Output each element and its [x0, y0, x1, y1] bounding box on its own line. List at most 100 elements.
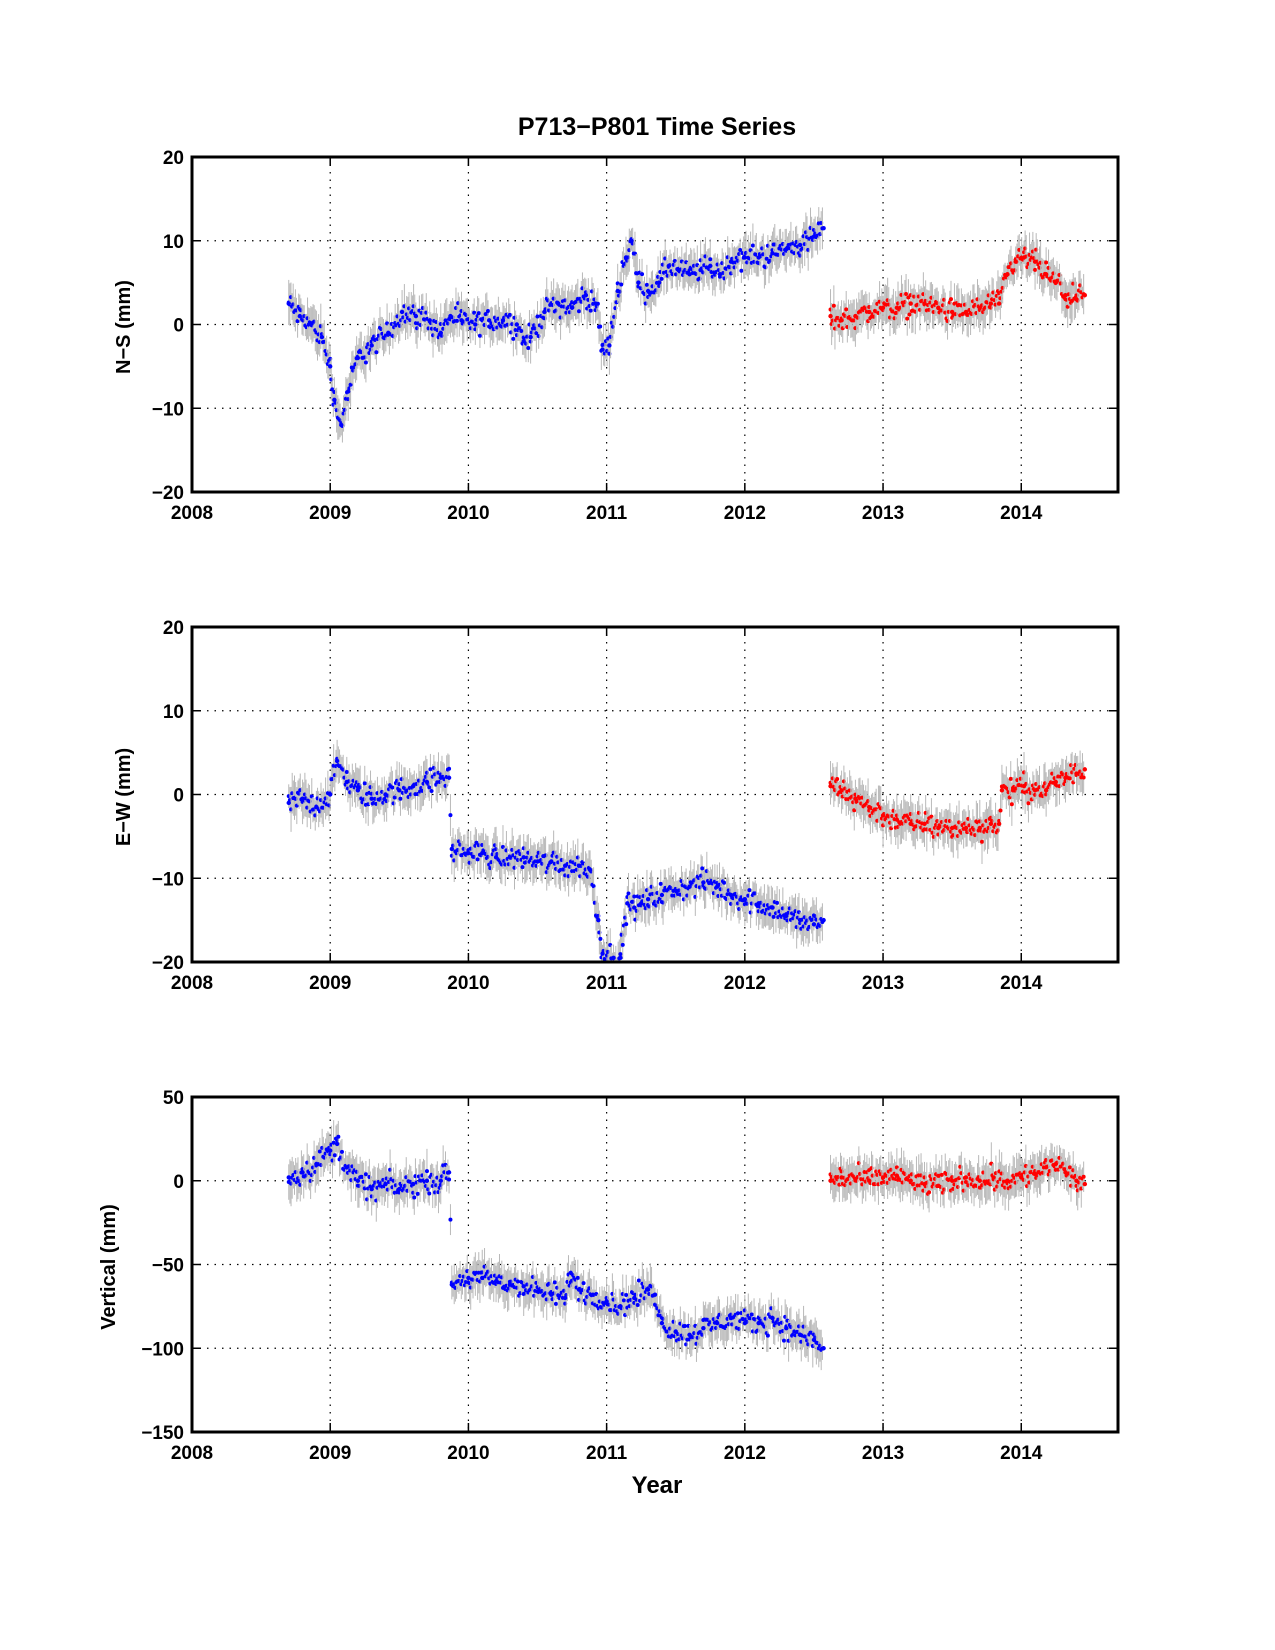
- ns-x-tick-label: 2010: [447, 503, 489, 524]
- ns-data-point: [936, 305, 941, 310]
- ns-data-point: [521, 339, 526, 344]
- ns-data-point: [500, 318, 506, 323]
- ew-data-point: [447, 766, 452, 771]
- vertical-data-point: [424, 1169, 429, 1174]
- ew-x-tick-label: 2008: [171, 973, 213, 994]
- vertical-data-point: [867, 1178, 872, 1183]
- ns-data-point: [576, 309, 581, 314]
- ew-data-point: [521, 855, 526, 860]
- ew-y-tick-label: 10: [163, 702, 184, 723]
- ew-data-point: [1009, 802, 1014, 807]
- ew-y-tick-label: 0: [173, 786, 184, 807]
- vertical-data-point: [339, 1149, 344, 1154]
- ns-y-tick-label: 10: [163, 232, 184, 253]
- ns-data-point: [907, 312, 912, 317]
- ns-y-tick-label: 0: [173, 316, 184, 337]
- vertical-data-point: [682, 1324, 687, 1329]
- ew-series-1: [286, 739, 826, 962]
- ew-data-point: [446, 775, 452, 780]
- ew-data-point: [474, 840, 479, 845]
- vertical-data-point: [300, 1170, 305, 1175]
- vertical-data-point: [927, 1190, 932, 1195]
- ew-data-point: [1043, 788, 1049, 793]
- vertical-data-point: [604, 1299, 609, 1304]
- ew-panel: E−W (mm) 2008 2009 2010 2011 2012 2013 2014−20…: [113, 618, 1120, 994]
- vertical-data-point: [1005, 1178, 1010, 1183]
- vertical-data-point: [632, 1295, 637, 1301]
- ew-data-point: [344, 779, 349, 785]
- vertical-data-point: [784, 1325, 789, 1331]
- ns-data-point: [629, 238, 634, 243]
- vertical-data-point: [427, 1191, 432, 1196]
- ns-data-point: [528, 334, 533, 340]
- ns-y-tick-label: −20: [152, 483, 184, 504]
- ns-data-point: [1013, 259, 1018, 264]
- ew-data-point: [742, 896, 748, 902]
- ew-data-point: [988, 821, 994, 827]
- ew-data-point: [398, 796, 403, 801]
- ew-data-point: [596, 917, 601, 923]
- vertical-data-point: [575, 1275, 580, 1280]
- ns-data-point: [640, 272, 645, 277]
- ns-data-point: [644, 282, 649, 287]
- ew-y-tick-label: −20: [152, 953, 184, 974]
- ns-x-tick-label: 2011: [586, 503, 628, 524]
- ew-data-point: [996, 821, 1002, 827]
- vertical-data-point: [369, 1186, 374, 1192]
- ns-series-2: [828, 230, 1088, 350]
- ns-data-point: [1044, 260, 1049, 265]
- vertical-data-point: [1053, 1161, 1059, 1167]
- vertical-data-point: [624, 1293, 629, 1298]
- ns-data-point: [1021, 255, 1027, 260]
- vertical-data-point: [317, 1149, 322, 1154]
- ew-data-point: [410, 783, 416, 789]
- ns-data-point: [676, 267, 681, 273]
- ns-data-point: [821, 225, 826, 231]
- ew-data-point: [618, 952, 623, 957]
- ew-data-point: [821, 917, 826, 923]
- ns-panel: N−S (mm) 2008 2009 2010 2011 2012 2013 2014−20…: [113, 148, 1120, 524]
- ns-data-point: [656, 280, 662, 285]
- vertical-data-point: [363, 1172, 368, 1177]
- ns-data-point: [797, 242, 803, 248]
- ew-data-point: [448, 813, 453, 818]
- ns-data-point: [485, 308, 490, 313]
- ns-data-point: [328, 364, 333, 369]
- ns-data-point: [399, 309, 405, 315]
- vertical-data-point: [449, 1282, 455, 1287]
- vertical-data-point: [568, 1270, 573, 1276]
- ns-data-point: [1033, 267, 1038, 272]
- ns-data-point: [867, 309, 872, 315]
- ns-data-point: [348, 382, 353, 387]
- ew-data-point: [1010, 788, 1016, 793]
- ns-data-point: [476, 311, 481, 316]
- ns-data-point: [1032, 259, 1038, 264]
- ew-data-point: [1082, 767, 1088, 772]
- vertical-data-point: [515, 1279, 520, 1284]
- ew-x-tick-label: 2012: [724, 973, 766, 994]
- ew-data-point: [314, 804, 319, 810]
- vertical-data-point: [756, 1320, 761, 1326]
- vertical-data-point: [936, 1183, 941, 1188]
- vertical-data-point: [770, 1315, 775, 1321]
- vertical-data-point: [811, 1337, 817, 1343]
- vertical-data-point: [553, 1301, 558, 1306]
- ns-data-point: [455, 318, 460, 323]
- vertical-plot-frame: [190, 1095, 1120, 1434]
- vertical-y-tick-label: −150: [141, 1423, 184, 1444]
- ns-data-point: [742, 255, 748, 260]
- vertical-data-point: [535, 1289, 540, 1294]
- ns-data-point: [636, 280, 641, 285]
- ew-data-point: [867, 804, 872, 810]
- ns-x-tick-label: 2009: [309, 503, 351, 524]
- ns-data-point: [828, 313, 833, 319]
- ew-data-point: [587, 867, 593, 873]
- ew-data-point: [438, 775, 443, 780]
- ns-data-point: [750, 243, 755, 248]
- ew-data-point: [397, 788, 402, 793]
- vertical-y-tick-label: −50: [152, 1256, 184, 1277]
- ns-data-point: [473, 322, 478, 327]
- ew-x-tick-label: 2014: [1000, 973, 1043, 994]
- vertical-data-point: [1043, 1165, 1049, 1170]
- ew-data-point: [922, 821, 927, 827]
